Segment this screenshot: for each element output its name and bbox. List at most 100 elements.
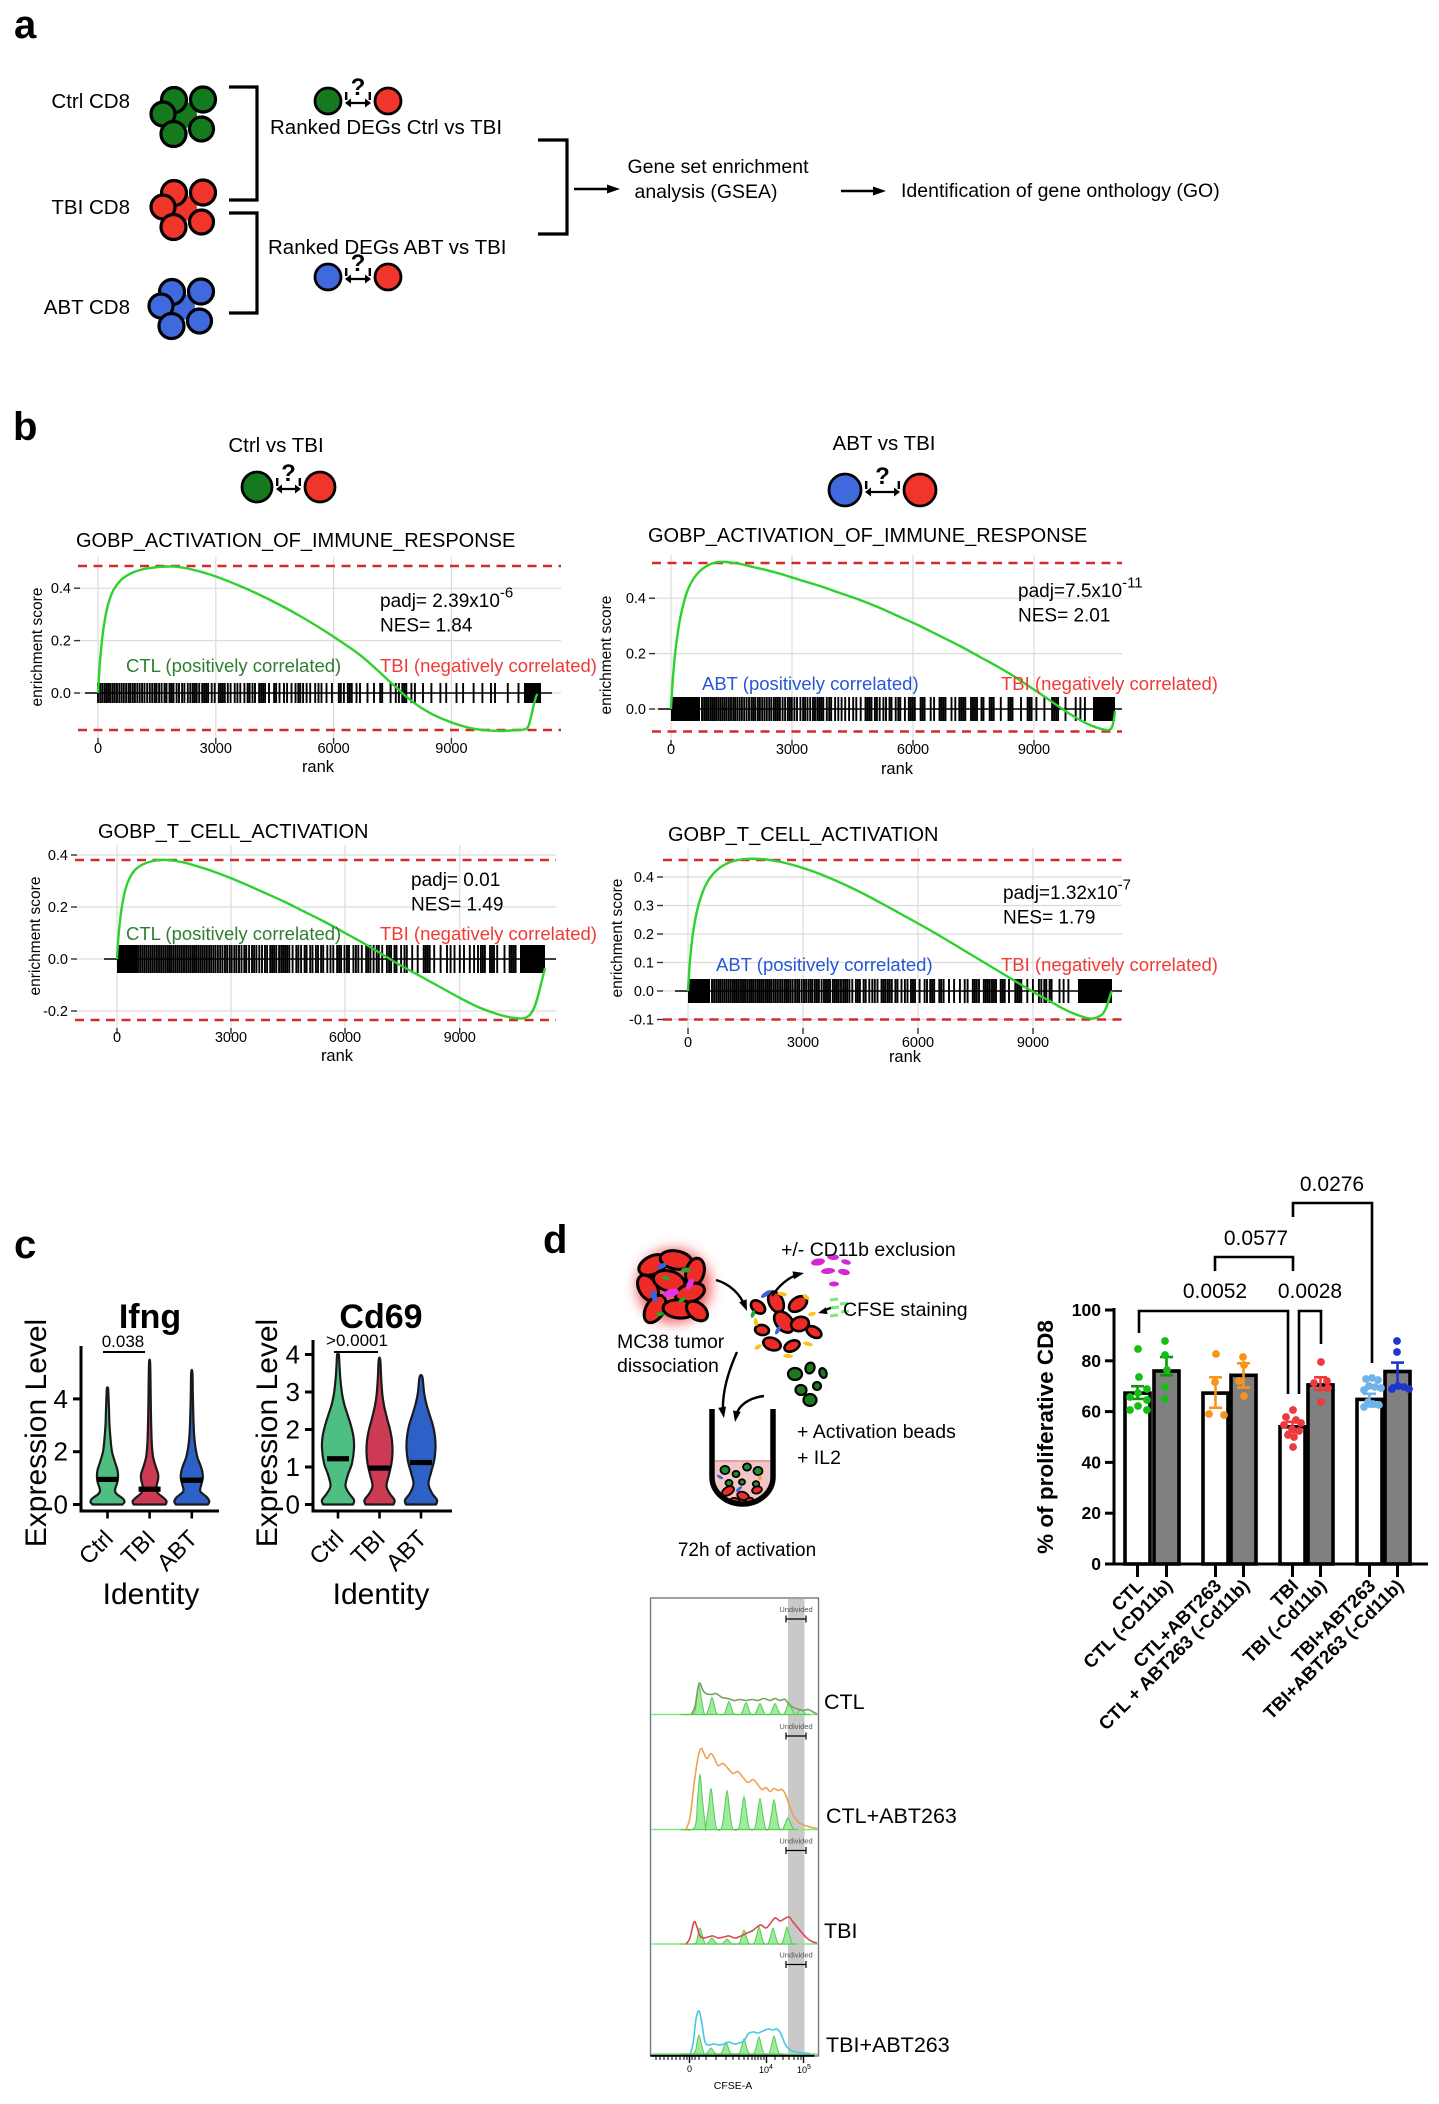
svg-text:0: 0 <box>687 2064 692 2074</box>
svg-text:MC38 tumor: MC38 tumor <box>617 1331 725 1353</box>
svg-text:0.0028: 0.0028 <box>1278 1280 1342 1303</box>
svg-text:CTL (positively correlated): CTL (positively correlated) <box>126 923 341 944</box>
svg-text:padj= 0.01: padj= 0.01 <box>411 870 500 891</box>
svg-text:9000: 9000 <box>435 741 467 757</box>
svg-text:rank: rank <box>302 758 335 776</box>
svg-text:GOBP_ACTIVATION_OF_IMMUNE_RESP: GOBP_ACTIVATION_OF_IMMUNE_RESPONSE <box>76 530 515 552</box>
svg-text:ABT CD8: ABT CD8 <box>44 296 130 319</box>
svg-text:0.0: 0.0 <box>634 984 654 1000</box>
svg-text:3000: 3000 <box>787 1035 819 1051</box>
svg-text:CTL+ABT263: CTL+ABT263 <box>826 1804 957 1828</box>
svg-text:CFSE-A: CFSE-A <box>714 2080 753 2092</box>
svg-text:c: c <box>14 1223 36 1267</box>
svg-text:NES= 1.84: NES= 1.84 <box>380 616 473 637</box>
svg-text:20: 20 <box>1082 1503 1102 1523</box>
svg-text:enrichment score: enrichment score <box>29 588 46 707</box>
svg-text:0.2: 0.2 <box>48 900 68 916</box>
svg-text:Ranked DEGs Ctrl vs TBI: Ranked DEGs Ctrl vs TBI <box>270 116 502 139</box>
svg-text:-0.1: -0.1 <box>629 1013 654 1029</box>
svg-text:Expression Level: Expression Level <box>251 1319 284 1547</box>
svg-text:d: d <box>543 1218 567 1262</box>
svg-text:3: 3 <box>286 1377 300 1407</box>
svg-text:105: 105 <box>797 2064 811 2075</box>
svg-text:Undivided: Undivided <box>779 1837 812 1846</box>
svg-text:4: 4 <box>54 1384 68 1414</box>
svg-text:6000: 6000 <box>317 741 349 757</box>
svg-text:4: 4 <box>286 1340 300 1370</box>
svg-text:a: a <box>14 3 37 47</box>
svg-text:TBI (negatively correlated): TBI (negatively correlated) <box>1001 673 1218 694</box>
svg-text:9000: 9000 <box>1017 1035 1049 1051</box>
svg-text:ABT vs TBI: ABT vs TBI <box>833 432 936 455</box>
svg-text:+/- CD11b exclusion: +/- CD11b exclusion <box>781 1239 956 1261</box>
svg-text:?: ? <box>875 463 890 490</box>
svg-text:CTL (positively correlated): CTL (positively correlated) <box>126 655 341 676</box>
svg-text:0: 0 <box>113 1030 121 1046</box>
svg-text:2: 2 <box>286 1415 300 1445</box>
svg-text:CFSE staining: CFSE staining <box>843 1299 968 1321</box>
svg-text:0: 0 <box>94 741 102 757</box>
svg-text:9000: 9000 <box>1018 742 1050 758</box>
svg-text:2: 2 <box>54 1437 68 1467</box>
svg-text:+ IL2: + IL2 <box>797 1447 841 1469</box>
svg-text:60: 60 <box>1082 1402 1102 1422</box>
svg-text:0.0: 0.0 <box>626 702 646 718</box>
svg-text:0.4: 0.4 <box>51 581 71 597</box>
svg-text:Undivided: Undivided <box>779 1951 812 1960</box>
svg-text:NES= 1.79: NES= 1.79 <box>1003 908 1095 929</box>
svg-text:% of proliferative CD8: % of proliferative CD8 <box>1033 1320 1058 1554</box>
svg-text:Ctrl vs TBI: Ctrl vs TBI <box>228 434 323 457</box>
svg-text:Identification of gene ontholo: Identification of gene onthology (GO) <box>901 180 1220 202</box>
svg-text:1: 1 <box>286 1452 300 1482</box>
svg-text:ABT (positively correlated): ABT (positively correlated) <box>716 954 933 975</box>
svg-text:NES= 1.49: NES= 1.49 <box>411 895 503 916</box>
svg-text:GOBP_ACTIVATION_OF_IMMUNE_RESP: GOBP_ACTIVATION_OF_IMMUNE_RESPONSE <box>648 525 1087 547</box>
svg-text:?: ? <box>351 250 366 277</box>
svg-text:80: 80 <box>1082 1351 1102 1371</box>
svg-text:0.2: 0.2 <box>626 647 646 663</box>
svg-text:Ctrl CD8: Ctrl CD8 <box>51 90 130 113</box>
svg-text:>0.0001: >0.0001 <box>326 1331 388 1350</box>
svg-text:+ Activation beads: + Activation beads <box>797 1421 956 1443</box>
svg-text:rank: rank <box>321 1047 354 1065</box>
svg-text:TBI (negatively correlated): TBI (negatively correlated) <box>380 655 597 676</box>
svg-text:0.3: 0.3 <box>634 899 654 915</box>
svg-text:CTL: CTL <box>824 1690 865 1714</box>
svg-text:rank: rank <box>889 1048 922 1066</box>
svg-text:0.0276: 0.0276 <box>1300 1173 1364 1196</box>
svg-text:0: 0 <box>667 742 675 758</box>
svg-text:3000: 3000 <box>215 1030 247 1046</box>
svg-text:72h of activation: 72h of activation <box>678 1540 816 1561</box>
svg-text:0.4: 0.4 <box>634 870 654 886</box>
svg-text:6000: 6000 <box>902 1035 934 1051</box>
svg-text:?: ? <box>351 74 366 101</box>
svg-text:dissociation: dissociation <box>617 1355 719 1377</box>
svg-text:40: 40 <box>1082 1452 1102 1472</box>
svg-text:?: ? <box>281 460 296 487</box>
svg-text:0.0052: 0.0052 <box>1183 1280 1247 1303</box>
svg-text:analysis (GSEA): analysis (GSEA) <box>634 181 777 203</box>
svg-text:0: 0 <box>684 1035 692 1051</box>
svg-text:0.4: 0.4 <box>48 848 68 864</box>
svg-text:TBI: TBI <box>824 1919 857 1943</box>
svg-text:Identity: Identity <box>103 1578 200 1611</box>
svg-text:0.0577: 0.0577 <box>1224 1227 1288 1250</box>
svg-text:Ranked DEGs ABT vs TBI: Ranked DEGs ABT vs TBI <box>268 236 507 259</box>
svg-text:Gene set enrichment: Gene set enrichment <box>627 156 809 178</box>
svg-text:Expression Level: Expression Level <box>20 1319 53 1547</box>
svg-text:enrichment score: enrichment score <box>598 596 615 715</box>
svg-text:0.4: 0.4 <box>626 591 646 607</box>
svg-text:Identity: Identity <box>333 1578 430 1611</box>
svg-text:0.038: 0.038 <box>102 1332 145 1351</box>
svg-text:ABT (positively correlated): ABT (positively correlated) <box>702 673 919 694</box>
svg-text:NES= 2.01: NES= 2.01 <box>1018 606 1110 627</box>
svg-text:0.0: 0.0 <box>48 952 68 968</box>
svg-text:enrichment score: enrichment score <box>27 877 44 996</box>
svg-text:-0.2: -0.2 <box>43 1004 68 1020</box>
svg-text:Cd69: Cd69 <box>339 1298 422 1336</box>
svg-text:rank: rank <box>881 760 914 778</box>
svg-text:0: 0 <box>286 1490 300 1520</box>
svg-text:GOBP_T_CELL_ACTIVATION: GOBP_T_CELL_ACTIVATION <box>668 824 938 846</box>
svg-text:TBI (negatively correlated): TBI (negatively correlated) <box>1001 954 1218 975</box>
svg-text:0: 0 <box>54 1490 68 1520</box>
